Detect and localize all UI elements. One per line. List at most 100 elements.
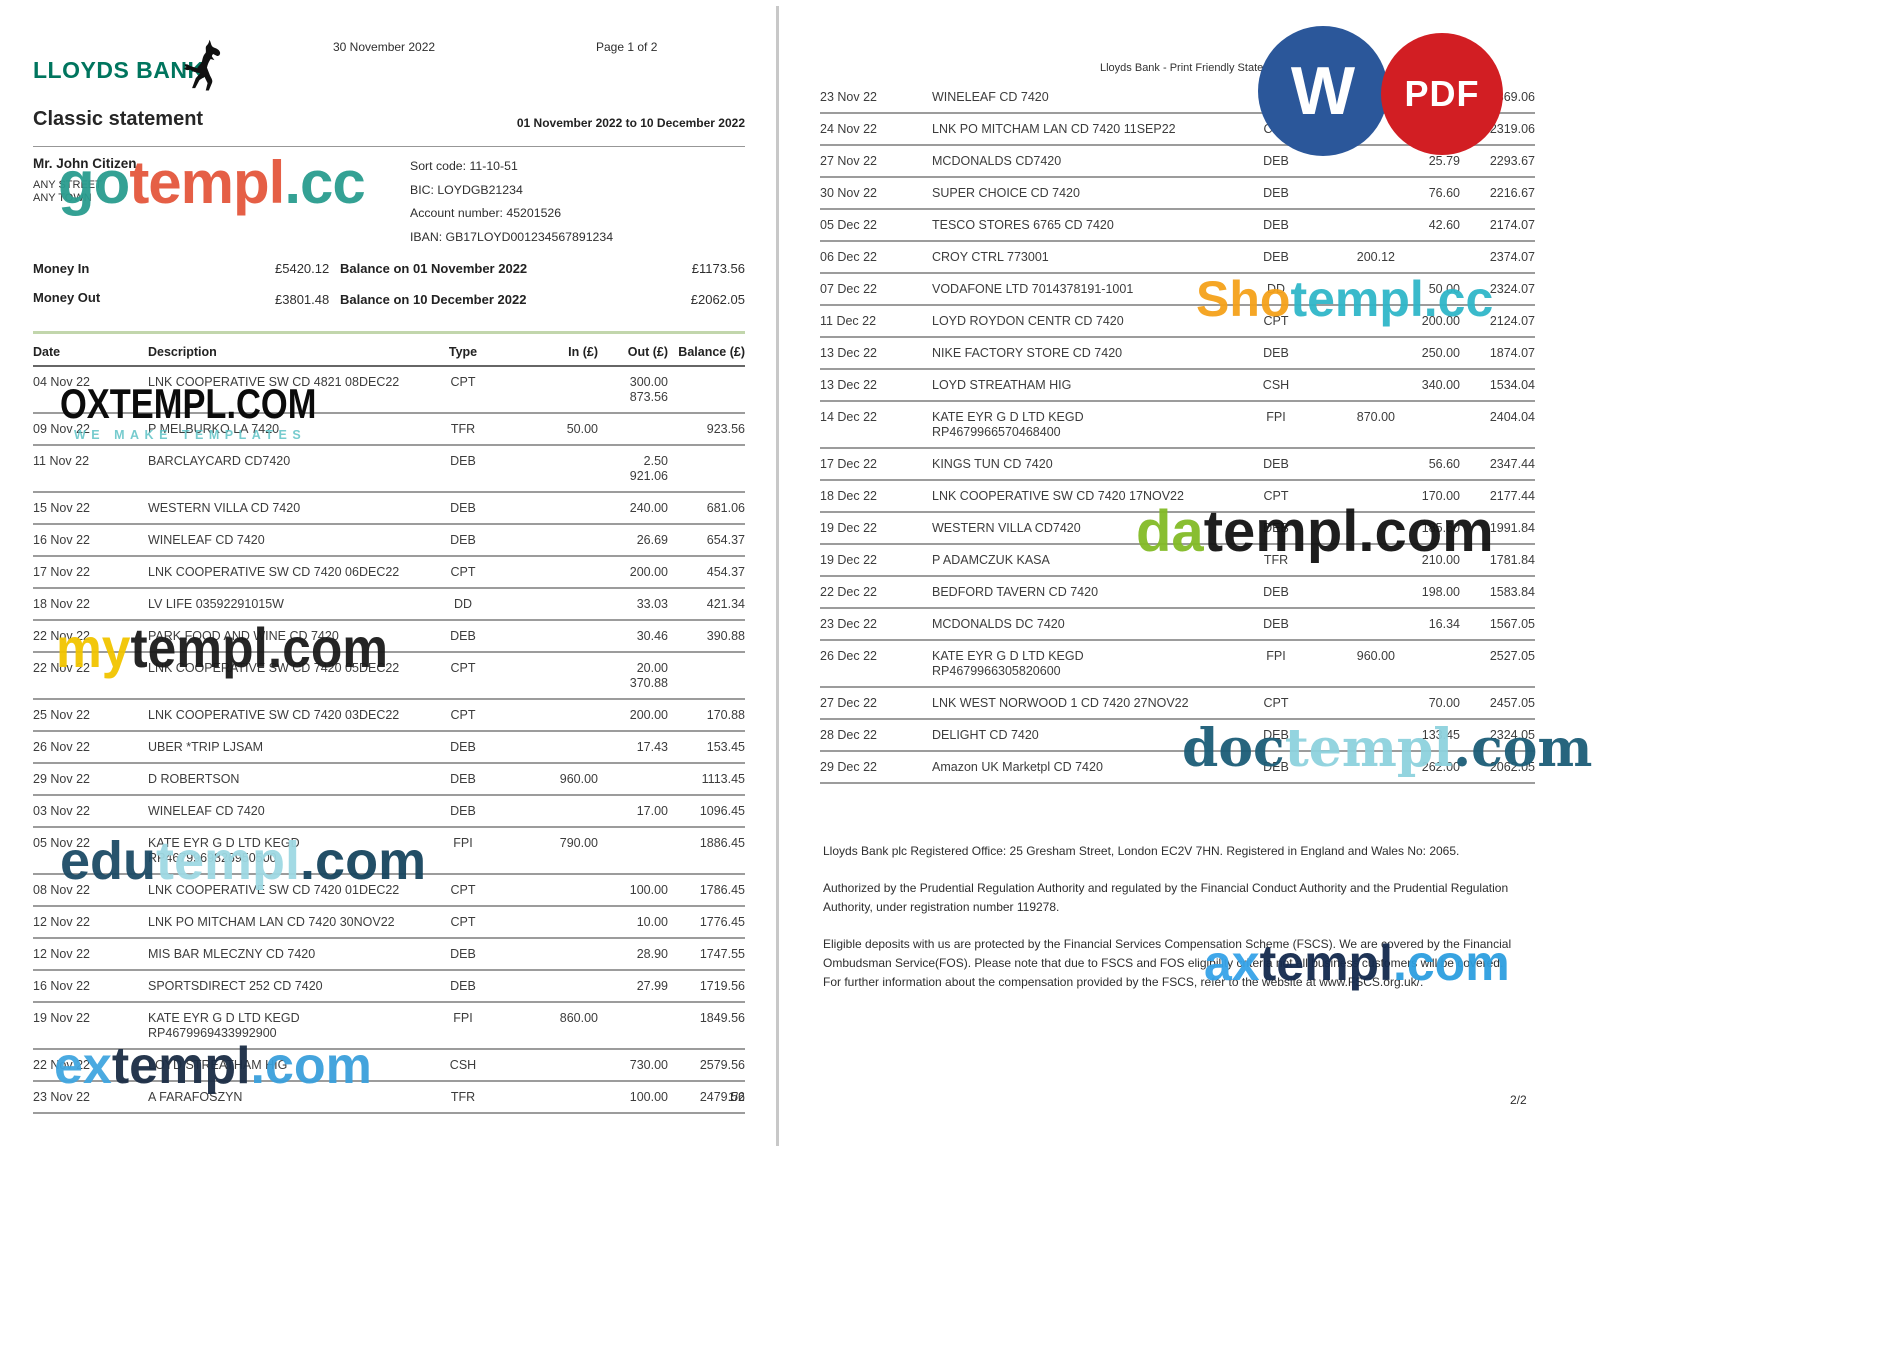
word-file-badge[interactable]: W	[1258, 26, 1388, 156]
cell-balance: 170.88	[706, 708, 745, 722]
cell-type: DEB	[1263, 457, 1289, 471]
cell-date: 17 Dec 22	[820, 457, 877, 471]
table-row: 07 Dec 22 VODAFONE LTD 7014378191-1001 DD 5…	[820, 274, 1535, 306]
cell-balance: 2319.06	[1489, 122, 1535, 136]
cell-description: KATE EYR G D LTD KEGD RP4679966305820600	[932, 649, 1084, 678]
statement-page-2: Lloyds Bank - Print Friendly Statement 2…	[820, 0, 1535, 1358]
money-in-value: £5420.12	[275, 261, 330, 276]
cell-balance: 1113.45	[701, 772, 745, 786]
cell-type: DEB	[450, 533, 476, 547]
cell-type: CPT	[1263, 314, 1289, 328]
pdf-file-badge[interactable]: PDF	[1381, 33, 1503, 155]
cell-description: LNK COOPERATIVE SW CD 7420 01DEC22	[148, 883, 400, 897]
cell-balance: 2216.67	[1489, 186, 1535, 200]
cell-balance: 2324.05	[1489, 728, 1535, 742]
table-row: 12 Nov 22 LNK PO MITCHAM LAN CD 7420 30NO…	[33, 907, 745, 939]
cell-balance: 2124.07	[1489, 314, 1535, 328]
cell-out: 26.69	[636, 533, 668, 547]
cell-balance: 1567.05	[1489, 617, 1535, 631]
cell-balance: 1886.45	[699, 836, 745, 850]
cell-balance: 2177.44	[1489, 489, 1535, 503]
cell-date: 07 Dec 22	[820, 282, 877, 296]
cell-out: 250.00	[1421, 346, 1460, 360]
cell-date: 23 Nov 22	[820, 90, 877, 104]
customer-name: Mr. John Citizen	[33, 156, 137, 171]
cell-balance: 2374.07	[1489, 250, 1535, 264]
money-out-label: Money Out	[33, 290, 101, 305]
cell-out: 33.03	[636, 597, 668, 611]
cell-type: CSH	[449, 1058, 477, 1072]
cell-type: DEB	[1263, 250, 1289, 264]
cell-description: KATE EYR G D LTD KEGD RP4679969826950500	[148, 836, 300, 865]
cell-in: 960.00	[559, 772, 598, 786]
cell-description: WESTERN VILLA CD7420	[932, 521, 1081, 535]
cell-type: CPT	[1263, 696, 1289, 710]
table-row: 29 Nov 22 D ROBERTSON DEB 960.00 1113.45	[33, 764, 745, 796]
sort-code: Sort code: 11-10-51	[410, 159, 518, 173]
statement-period: 01 November 2022 to 10 December 2022	[516, 116, 745, 130]
cell-balance: 2579.56	[699, 1058, 745, 1072]
cell-date: 27 Nov 22	[820, 154, 877, 168]
cell-type: CSH	[1262, 378, 1290, 392]
cell-type: CPT	[450, 565, 476, 579]
cell-balance: 1534.04	[1489, 378, 1535, 392]
cell-type: CPT	[1263, 489, 1289, 503]
cell-date: 17 Nov 22	[33, 565, 90, 579]
account-details: Sort code: 11-10-51 BIC: LOYDGB21234 Acc…	[410, 155, 613, 249]
cell-in: 50.00	[566, 422, 598, 436]
table-row: 29 Dec 22 Amazon UK Marketpl CD 7420 DEB 26…	[820, 752, 1535, 784]
table-row: 25 Nov 22 LNK COOPERATIVE SW CD 7420 03DE…	[33, 700, 745, 732]
table-row: 17 Dec 22 KINGS TUN CD 7420 DEB 56.60 2347.4…	[820, 449, 1535, 481]
cell-out: 100.00	[629, 1090, 668, 1104]
cell-balance: 2347.44	[1489, 457, 1535, 471]
cell-type: DEB	[450, 501, 476, 515]
watermark-datempl: datempl.com	[1136, 499, 1494, 564]
col-header-date: Date	[33, 345, 61, 359]
cell-out	[598, 828, 668, 873]
header-divider	[33, 146, 745, 147]
table-row: 19 Dec 22 WESTERN VILLA CD7420 DEB 185.60 19…	[820, 513, 1535, 545]
cell-description: D ROBERTSON	[148, 772, 240, 786]
table-row: 12 Nov 22 MIS BAR MLECZNY CD 7420 DEB 28.90…	[33, 939, 745, 971]
cell-balance: 654.37	[706, 533, 745, 547]
cell-balance: 1747.55	[699, 947, 745, 961]
cell-description: LNK PO MITCHAM LAN CD 7420 30NOV22	[148, 915, 395, 929]
cell-type: TFR	[450, 1090, 476, 1104]
cell-description: WINELEAF CD 7420	[148, 804, 265, 818]
cell-description: WESTERN VILLA CD 7420	[148, 501, 301, 515]
cell-date: 19 Dec 22	[820, 553, 877, 567]
cell-in	[508, 732, 598, 762]
watermark-gotempl: gotempl.cc	[58, 149, 366, 216]
cell-out: 50.00	[1428, 282, 1460, 296]
cell-out: 56.60	[1428, 457, 1460, 471]
cell-out: 76.60	[1428, 186, 1460, 200]
cell-type: FPI	[453, 836, 473, 850]
cell-description: Amazon UK Marketpl CD 7420	[932, 760, 1103, 774]
cell-balance: 2479.56	[699, 1090, 745, 1104]
table-row: 05 Dec 22 TESCO STORES 6765 CD 7420 DEB 42.…	[820, 210, 1535, 242]
table-row: 04 Nov 22 LNK COOPERATIVE SW CD 4821 08DE…	[33, 367, 745, 414]
cell-description: LNK COOPERATIVE SW CD 7420 03DEC22	[148, 708, 400, 722]
cell-balance: 1991.84	[1489, 521, 1535, 535]
balance-close-value: £2062.05	[690, 292, 745, 307]
table-row: 18 Nov 22 LV LIFE 03592291015W DD 33.03 421.…	[33, 589, 745, 621]
cell-date: 16 Nov 22	[33, 533, 90, 547]
table-row: 22 Nov 22 LOYD STREATHAM HIG CSH 730.00 2579…	[33, 1050, 745, 1082]
cell-in: 860.00	[559, 1011, 598, 1025]
cell-date: 23 Dec 22	[820, 617, 877, 631]
statement-date: 30 November 2022	[333, 40, 436, 54]
cell-in	[508, 1082, 598, 1112]
cell-type: TFR	[450, 422, 476, 436]
cell-type: DEB	[1263, 521, 1289, 535]
cell-balance: 1781.84	[1489, 553, 1535, 567]
cell-type: CPT	[450, 883, 476, 897]
cell-type: FPI	[453, 1011, 473, 1025]
cell-type: DD	[1266, 282, 1286, 296]
cell-description: A FARAFOSZYN	[148, 1090, 243, 1104]
cell-date: 06 Dec 22	[820, 250, 877, 264]
cell-out: 730.00	[629, 1058, 668, 1072]
cell-description: WINELEAF CD 7420	[932, 90, 1049, 104]
cell-in: 790.00	[559, 836, 598, 850]
table-row: 16 Nov 22 SPORTSDIRECT 252 CD 7420 DEB 27.9…	[33, 971, 745, 1003]
